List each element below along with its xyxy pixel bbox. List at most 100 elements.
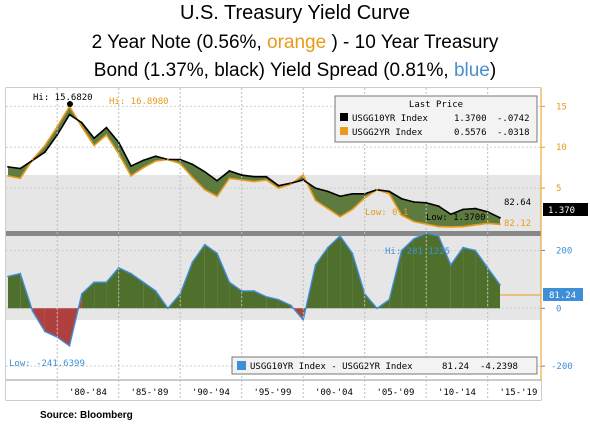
spread-area-segment <box>229 282 242 309</box>
spread-area-segment <box>413 233 427 309</box>
spread-point <box>7 275 9 278</box>
ten-year-last-tag <box>543 203 588 216</box>
spread-point <box>314 264 317 266</box>
two-year-point <box>388 192 391 195</box>
spread-low-label: Low: -241.6399 <box>9 359 85 369</box>
upper-legend-box <box>334 95 538 143</box>
spread-point <box>167 307 169 310</box>
spread-area-segment <box>8 273 21 309</box>
two-year-point <box>142 166 145 169</box>
spread-point <box>376 307 378 310</box>
two-year-point <box>154 160 157 163</box>
spread-point <box>449 264 452 266</box>
upper-y-tick-label: 10 <box>556 143 567 153</box>
ten-year-point <box>142 159 145 162</box>
legend-swatch-2yr <box>340 127 348 135</box>
two-year-point <box>462 225 464 228</box>
legend-label-10yr: USGG10YR Index <box>352 114 428 124</box>
spread-area-segment <box>118 267 131 309</box>
x-tick-label: '95-'99 <box>253 388 291 398</box>
two-year-point <box>302 174 305 176</box>
x-tick-label: '90-'94 <box>192 388 230 398</box>
lower-y-tick-label: 0 <box>556 304 561 314</box>
ten-year-point <box>388 190 391 193</box>
spread-area-segment <box>315 247 328 309</box>
x-tick-labels: '80-'84 '85-'89 '90-'94 '95-'99 '00-'04 '05-'… <box>69 388 537 398</box>
spread-callout-2: 82.12 <box>504 219 531 229</box>
ten-year-point <box>191 163 194 166</box>
spread-area-segment <box>463 247 476 309</box>
two-year-point <box>228 177 231 180</box>
subtitle-orange-word: orange <box>267 32 327 53</box>
hi-marker <box>67 101 73 107</box>
spread-point <box>437 235 440 237</box>
ten-year-point <box>154 155 157 158</box>
spread-area-segment <box>327 235 341 309</box>
two-year-point <box>351 208 354 211</box>
ten-year-point <box>326 190 329 193</box>
spread-last-value: 81.24 <box>549 291 576 301</box>
subtitle-text: ) <box>489 60 497 81</box>
ten-year-point <box>93 137 95 140</box>
spread-area-segment <box>217 253 230 309</box>
upper-legend: Last Price USGG10YR Index 1.3700 -.0742 … <box>334 95 538 143</box>
spread-point <box>80 292 83 295</box>
two-year-point <box>7 174 9 177</box>
two-year-point <box>167 158 169 161</box>
legend-title: Last Price <box>409 100 463 110</box>
spread-point <box>351 252 354 255</box>
spread-point <box>228 281 231 284</box>
y-tick-labels: 5 10 15 -200 0 200 <box>541 102 573 372</box>
ten-year-point <box>339 195 341 198</box>
ten-year-point <box>265 175 268 178</box>
ten-year-point <box>277 184 280 187</box>
spread-point <box>290 304 292 307</box>
spread-hi-label: Hi: 281.1225 <box>385 247 450 257</box>
spread-point <box>68 344 71 347</box>
chart-subtitle-line-2: Bond (1.37%, black) Yield Spread (0.81%,… <box>0 60 590 82</box>
upper-y-tick-label: 5 <box>556 184 561 194</box>
two-year-point <box>314 199 317 202</box>
lower-y-tick-label: -200 <box>551 362 573 372</box>
ten-year-point <box>80 121 83 124</box>
subtitle-text: 2 Year Note (0.56%, <box>91 32 267 53</box>
two-year-point <box>265 179 268 181</box>
two-year-point <box>56 125 59 128</box>
two-year-point <box>326 207 329 210</box>
two-year-point <box>449 226 452 228</box>
spread-area-segment <box>57 308 70 346</box>
spread-area-segment <box>44 308 58 338</box>
upper-y-tick-label: 15 <box>556 102 567 112</box>
spread-area-segment <box>475 250 488 309</box>
hi-black-label: Hi: 15.6820 <box>33 93 93 103</box>
ten-year-point <box>130 165 132 167</box>
two-year-point <box>80 125 83 128</box>
ten-year-last-value: 1.370 <box>548 206 575 216</box>
spread-area-segment <box>131 273 144 309</box>
spread-point <box>339 235 341 237</box>
two-year-point <box>339 215 341 218</box>
spread-area-segment <box>204 244 218 309</box>
ten-year-point <box>437 205 440 208</box>
spread-point <box>105 281 108 284</box>
spread-point <box>462 246 464 249</box>
spread-point <box>240 290 243 292</box>
two-year-point <box>253 180 255 183</box>
ten-year-point <box>351 192 354 195</box>
spread-point <box>191 261 194 263</box>
spread-point <box>203 243 206 246</box>
two-year-point <box>277 187 280 190</box>
low-orange-label: Low: 0.1 <box>365 208 408 218</box>
x-tick-label: '85-'89 <box>130 388 168 398</box>
low-black-label: Low: 1.3700 <box>426 213 486 223</box>
spread-area-segment <box>426 233 439 309</box>
ten-year-point <box>56 134 59 136</box>
ten-year-point <box>216 179 219 182</box>
ten-year-point <box>203 170 206 173</box>
hi-orange-label: Hi: 16.8980 <box>109 97 169 107</box>
source-note: Source: Bloomberg <box>40 410 133 421</box>
spread-area-segment <box>450 247 464 309</box>
two-year-point <box>499 223 501 226</box>
x-tick-label: '00-'04 <box>315 388 353 398</box>
legend-last-2yr: 0.5576 <box>454 128 487 138</box>
